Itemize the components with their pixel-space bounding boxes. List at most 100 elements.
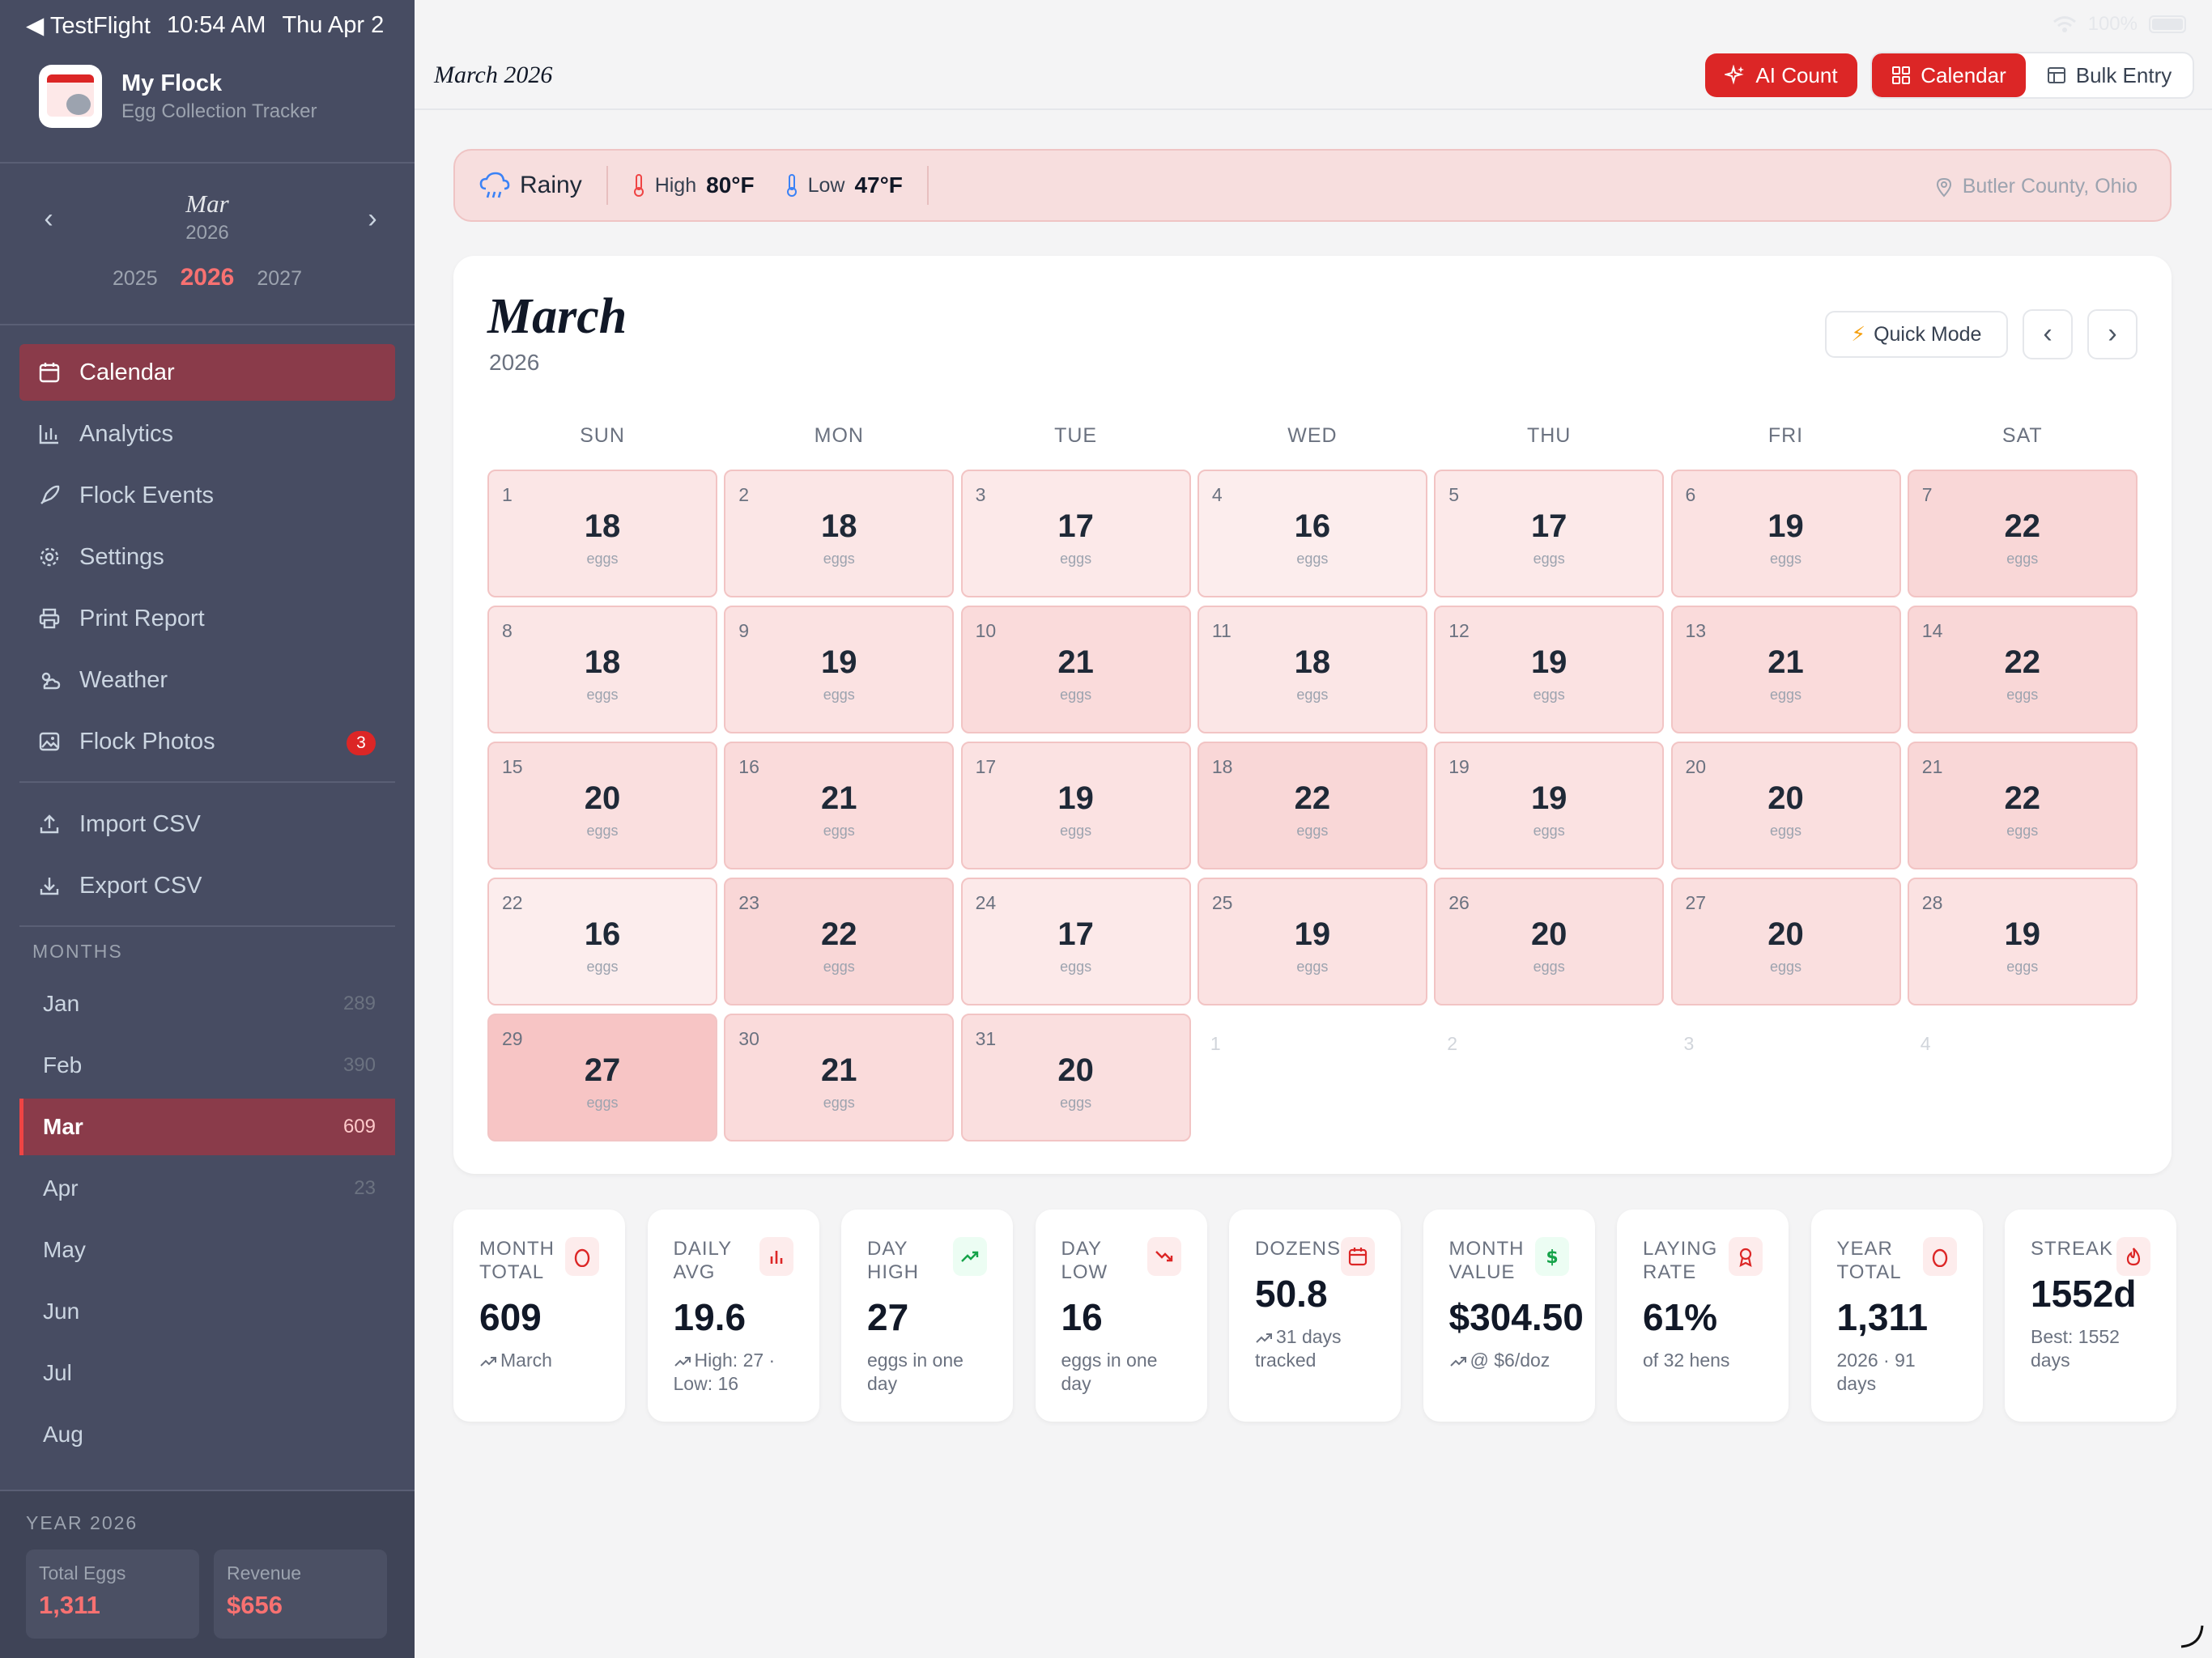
calendar-day[interactable]: 24 17 eggs	[960, 878, 1191, 1005]
day-number: 30	[738, 1028, 759, 1049]
calendar-day[interactable]: 8 18 eggs	[487, 606, 717, 733]
month-item-jun[interactable]: Jun	[19, 1283, 395, 1340]
bar-chart-icon	[37, 422, 62, 446]
month-item-feb[interactable]: Feb 390	[19, 1037, 395, 1094]
calendar-day[interactable]: 4 16 eggs	[1197, 470, 1427, 597]
calendar-day[interactable]: 18 22 eggs	[1197, 742, 1427, 869]
egg-count: 21	[821, 1052, 857, 1088]
year-option[interactable]: 2027	[257, 267, 302, 290]
sidebar-item-import-csv[interactable]: Import CSV	[19, 796, 395, 852]
stat-subtext: @ $6/doz	[1449, 1349, 1569, 1372]
calendar-day[interactable]: 13 21 eggs	[1670, 606, 1901, 733]
calendar-day[interactable]: 15 20 eggs	[487, 742, 717, 869]
gear-icon	[37, 545, 62, 569]
stat-subtext-text: High: 27 · Low: 16	[673, 1350, 776, 1394]
calendar-view-button[interactable]: Calendar	[1872, 53, 2026, 97]
egg-unit: eggs	[586, 823, 619, 839]
bulk-entry-button[interactable]: Bulk Entry	[2026, 53, 2193, 97]
location-pin-icon	[1936, 177, 1951, 198]
calendar-day[interactable]: 28 19 eggs	[1907, 878, 2138, 1005]
calendar-day[interactable]: 30 21 eggs	[724, 1014, 955, 1141]
quick-mode-button[interactable]: ⚡ Quick Mode	[1825, 311, 2008, 358]
egg-count: 17	[1530, 508, 1568, 544]
sidebar-item-flock-photos[interactable]: Flock Photos 3	[19, 713, 395, 770]
egg-unit: eggs	[1060, 687, 1092, 703]
calendar-day[interactable]: 19 19 eggs	[1434, 742, 1665, 869]
weather-condition: Rainy	[455, 166, 606, 205]
calendar-day[interactable]: 22 16 eggs	[487, 878, 717, 1005]
sidebar-item-analytics[interactable]: Analytics	[19, 406, 395, 462]
trend-up-icon	[953, 1237, 987, 1276]
calendar-day[interactable]: 27 20 eggs	[1670, 878, 1901, 1005]
stat-card-laying-rate: LAYING RATE 61% of 32 hens	[1617, 1209, 1789, 1422]
calendar-day[interactable]: 26 20 eggs	[1434, 878, 1665, 1005]
month-item-jan[interactable]: Jan 289	[19, 976, 395, 1032]
calendar-day[interactable]: 21 22 eggs	[1907, 742, 2138, 869]
stat-subtext: of 32 hens	[1643, 1349, 1763, 1372]
calendar-day[interactable]: 25 19 eggs	[1197, 878, 1427, 1005]
egg-count: 20	[584, 780, 621, 816]
calendar-prev-button[interactable]: ‹	[2023, 309, 2073, 359]
month-item-mar[interactable]: Mar 609	[19, 1099, 395, 1155]
calendar-icon	[37, 360, 62, 385]
egg-unit: eggs	[1533, 551, 1565, 567]
egg-count: 22	[2004, 644, 2041, 680]
sidebar-item-calendar[interactable]: Calendar	[19, 344, 395, 401]
calendar-day[interactable]: 14 22 eggs	[1907, 606, 2138, 733]
day-number: 12	[1448, 620, 1470, 641]
egg-unit: eggs	[1533, 823, 1565, 839]
status-bar: ◀ TestFlight 10:54 AM Thu Apr 2 100%	[0, 0, 2212, 52]
calendar-day[interactable]: 23 22 eggs	[724, 878, 955, 1005]
resize-handle-icon[interactable]	[2178, 1622, 2206, 1650]
months-list: Jan 289 Feb 390 Mar 609 Apr 23 May Jun Jul A…	[19, 976, 395, 1468]
calendar-day[interactable]: 17 19 eggs	[960, 742, 1191, 869]
month-item-aug[interactable]: Aug	[19, 1406, 395, 1463]
sidebar-item-flock-events[interactable]: Flock Events	[19, 467, 395, 524]
day-number: 4	[1211, 484, 1223, 505]
stat-subtext-text: March	[500, 1350, 552, 1371]
egg-count: 18	[584, 508, 621, 544]
sidebar-item-settings[interactable]: Settings	[19, 529, 395, 585]
calendar-day[interactable]: 10 21 eggs	[960, 606, 1191, 733]
egg-count: 19	[1767, 508, 1804, 544]
calendar-day[interactable]: 29 27 eggs	[487, 1014, 717, 1141]
calendar-day[interactable]: 16 21 eggs	[724, 742, 955, 869]
next-month-button[interactable]: ›	[368, 203, 377, 234]
year-option[interactable]: 2025	[113, 267, 158, 290]
calendar-day[interactable]: 12 19 eggs	[1434, 606, 1665, 733]
egg-unit: eggs	[1296, 959, 1329, 975]
bulk-entry-label: Bulk Entry	[2075, 62, 2172, 87]
weekday-header: MON	[814, 424, 864, 447]
sidebar-item-label: Settings	[79, 543, 164, 570]
sidebar-item-weather[interactable]: Weather	[19, 652, 395, 708]
month-item-jul[interactable]: Jul	[19, 1345, 395, 1401]
sidebar-item-print-report[interactable]: Print Report	[19, 590, 395, 647]
calendar-day[interactable]: 3 17 eggs	[960, 470, 1191, 597]
months-heading: MONTHS	[32, 941, 123, 962]
sidebar-item-export-csv[interactable]: Export CSV	[19, 857, 395, 914]
calendar-day[interactable]: 7 22 eggs	[1907, 470, 2138, 597]
prev-month-button[interactable]: ‹	[44, 203, 53, 234]
calendar-next-button[interactable]: ›	[2087, 309, 2138, 359]
month-item-may[interactable]: May	[19, 1222, 395, 1278]
calendar-day[interactable]: 2 18 eggs	[724, 470, 955, 597]
day-number: 1	[1210, 1033, 1221, 1054]
calendar-day[interactable]: 20 20 eggs	[1670, 742, 1901, 869]
back-to-testflight[interactable]: ◀ TestFlight	[26, 13, 151, 39]
calendar-day[interactable]: 31 20 eggs	[960, 1014, 1191, 1141]
thermometer-hot-icon	[633, 174, 644, 197]
ai-count-button[interactable]: AI Count	[1705, 53, 1857, 97]
sidebar-item-label: Weather	[79, 666, 168, 693]
calendar-day[interactable]: 9 19 eggs	[724, 606, 955, 733]
calendar-day[interactable]: 11 18 eggs	[1197, 606, 1427, 733]
month-item-apr[interactable]: Apr 23	[19, 1160, 395, 1217]
stat-label: DAY HIGH	[867, 1238, 919, 1283]
main-content: March 2026 AI Count Calendar Bulk Entry …	[415, 0, 2212, 1658]
trend-up-icon	[1256, 1333, 1272, 1343]
year-option-selected[interactable]: 2026	[180, 264, 235, 291]
calendar-day[interactable]: 6 19 eggs	[1670, 470, 1901, 597]
status-left: ◀ TestFlight 10:54 AM Thu Apr 2	[26, 11, 384, 40]
calendar-day[interactable]: 5 17 eggs	[1434, 470, 1665, 597]
calendar-day[interactable]: 1 18 eggs	[487, 470, 717, 597]
stat-value: 1,311	[1836, 1296, 1929, 1338]
